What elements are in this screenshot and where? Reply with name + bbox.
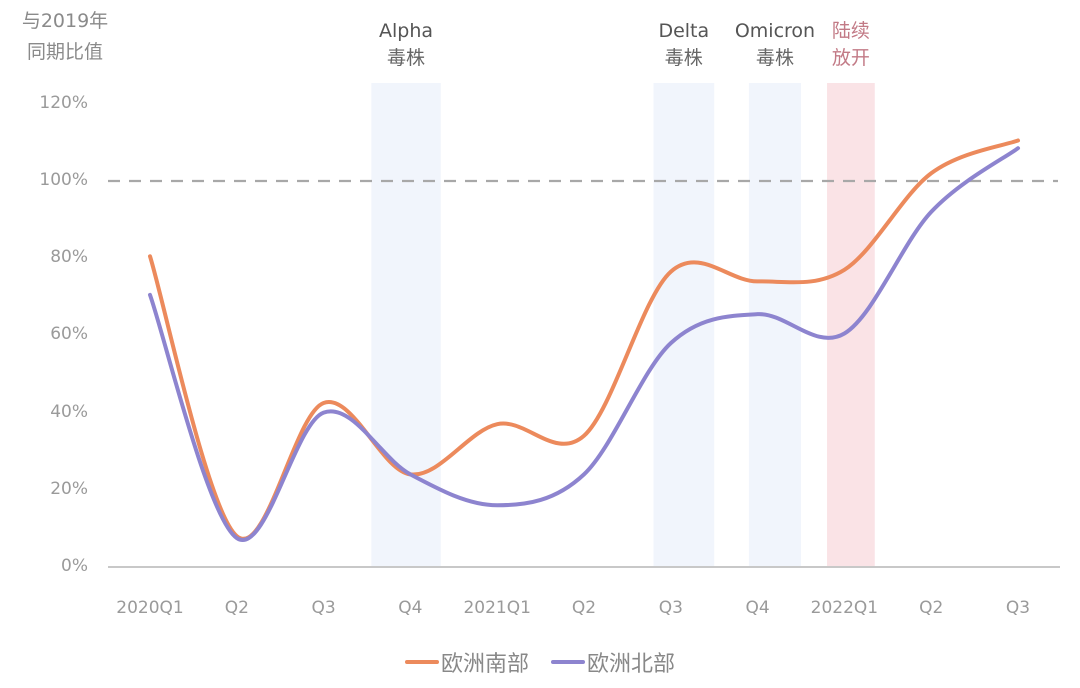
- y-tick-label: 0%: [61, 556, 88, 576]
- x-tick-label: 2020Q1: [116, 598, 184, 618]
- y-tick-label: 80%: [50, 247, 88, 268]
- y-tick-label: 100%: [39, 170, 88, 190]
- event-band-label-line2: 放开: [831, 47, 870, 69]
- event-band-label: Delta 毒株: [658, 18, 709, 72]
- event-band-label-line1: Alpha: [379, 20, 434, 42]
- series-line-south: [148, 138, 1020, 541]
- y-tick-label: 20%: [50, 478, 88, 499]
- event-band-label-line1: Delta: [658, 20, 710, 42]
- event-band-label-line1: 陆续: [831, 20, 870, 42]
- legend: 欧洲南部 欧洲北部: [0, 646, 1080, 678]
- event-band: [827, 83, 875, 567]
- y-tick-label: 120%: [39, 92, 88, 113]
- event-band: [371, 83, 441, 567]
- y-axis-title: 与2019年 同期比值: [10, 6, 120, 68]
- x-tick-label: Q2: [919, 598, 944, 618]
- x-tick-label: Q3: [658, 598, 683, 618]
- legend-item-north[interactable]: 欧洲北部: [551, 646, 675, 678]
- x-tick-label: Q4: [398, 598, 423, 618]
- series-lines: [148, 138, 1020, 542]
- event-band: [653, 83, 715, 567]
- y-axis-title-line1: 与2019年: [21, 10, 109, 32]
- event-band-label: Alpha 毒株: [379, 18, 433, 72]
- x-tick-label: Q2: [571, 598, 597, 618]
- legend-swatch-south-icon: [404, 660, 439, 664]
- x-tick-label: 2021Q1: [463, 598, 531, 618]
- event-band-label-line1: Omicron: [734, 20, 816, 42]
- x-tick-label: Q4: [745, 598, 770, 618]
- y-axis-title-line2: 同期比值: [26, 41, 103, 63]
- y-tick-label: 40%: [50, 401, 88, 422]
- event-band-label-line2: 毒株: [755, 47, 794, 69]
- legend-label-south: 欧洲南部: [440, 652, 529, 677]
- event-band-label: 陆续 放开: [832, 18, 870, 72]
- legend-item-south[interactable]: 欧洲南部: [404, 646, 529, 678]
- x-tick-label: Q2: [224, 598, 249, 618]
- x-tick-label: Q3: [311, 598, 336, 618]
- event-band-label-line2: 毒株: [664, 47, 703, 69]
- x-tick-label: Q3: [1005, 598, 1031, 618]
- series-line-north: [148, 146, 1020, 542]
- legend-swatch-north-icon: [551, 660, 585, 664]
- event-band-label-line2: 毒株: [387, 47, 426, 69]
- event-band-label: Omicron 毒株: [735, 18, 815, 72]
- x-tick-label: 2022Q1: [810, 598, 879, 618]
- y-tick-label: 60%: [50, 324, 88, 345]
- legend-label-north: 欧洲北部: [587, 652, 676, 677]
